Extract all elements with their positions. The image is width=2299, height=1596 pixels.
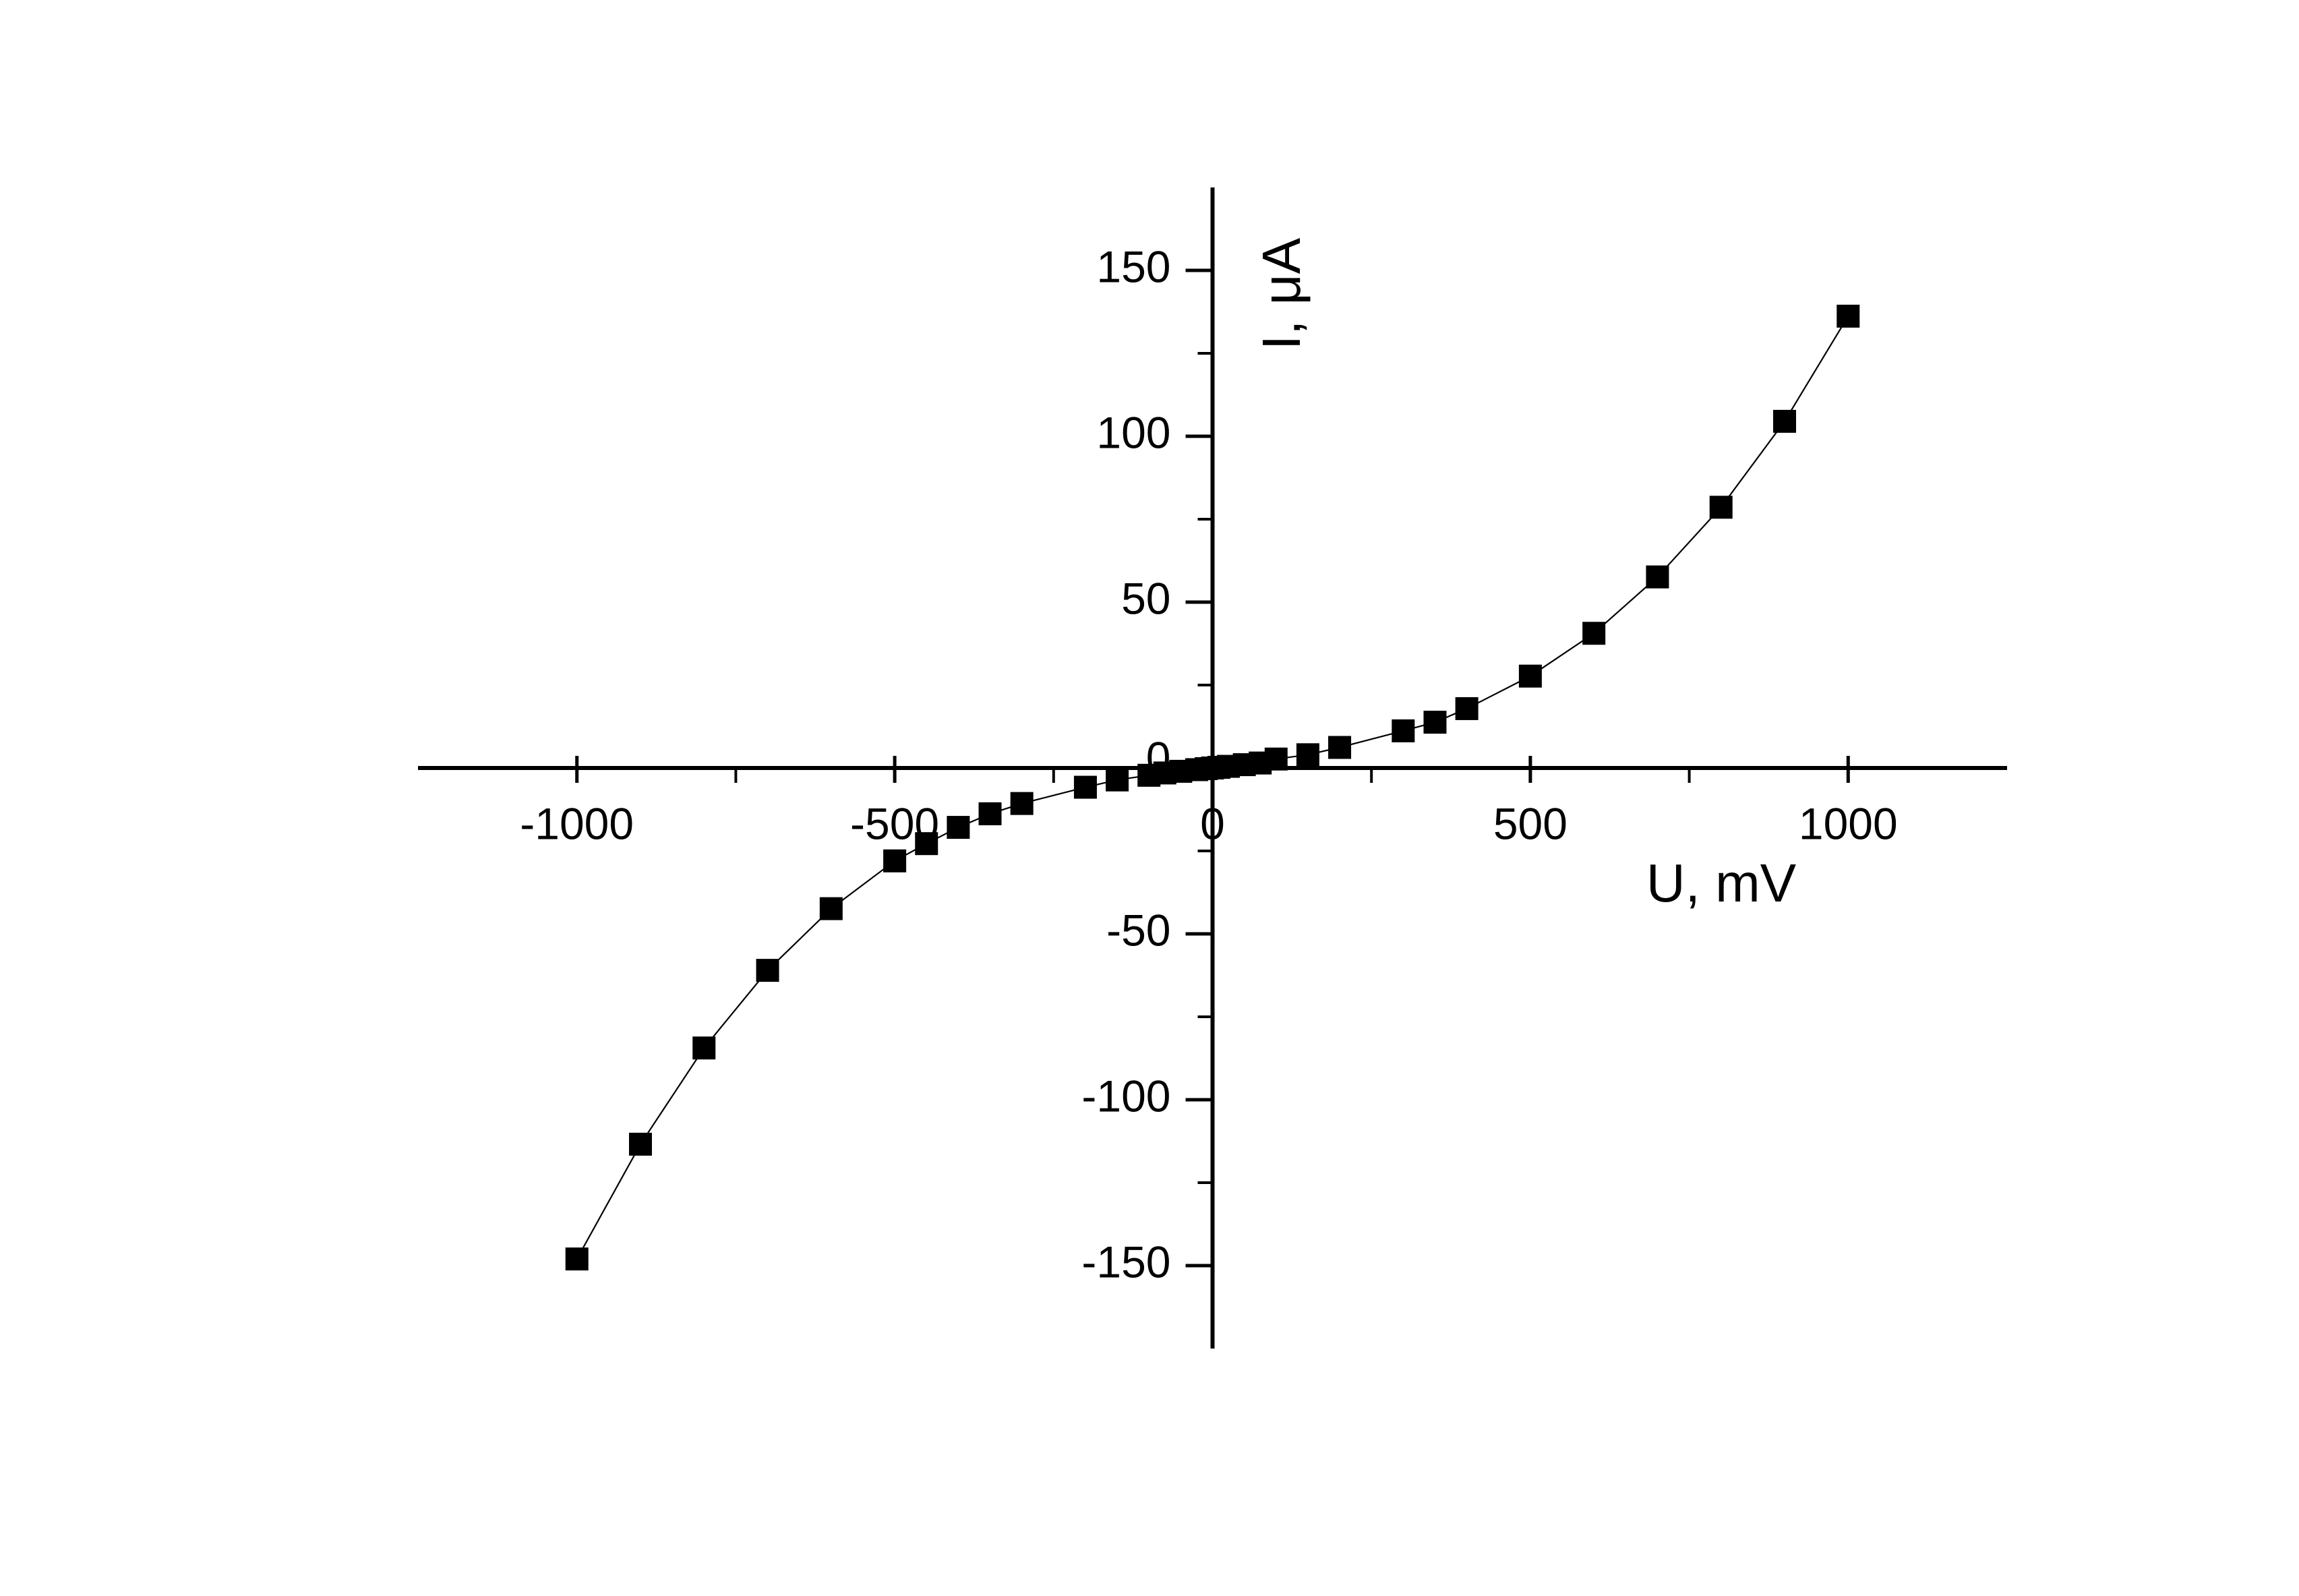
data-point xyxy=(1646,565,1669,589)
y-tick-label: -150 xyxy=(1081,1237,1170,1287)
y-tick-label: 100 xyxy=(1096,407,1170,457)
data-point xyxy=(915,832,938,856)
data-point xyxy=(1106,768,1129,792)
x-tick-label: -1000 xyxy=(520,798,634,848)
y-tick-label: 150 xyxy=(1096,241,1170,291)
data-point xyxy=(692,1036,716,1060)
y-tick-label: -100 xyxy=(1081,1071,1170,1121)
data-point xyxy=(1392,719,1415,742)
data-point xyxy=(1773,409,1797,433)
y-tick-label: 50 xyxy=(1121,573,1170,623)
x-tick-label: 0 xyxy=(1200,798,1225,848)
x-tick-label: 500 xyxy=(1493,798,1568,848)
data-point xyxy=(1010,792,1034,815)
data-point xyxy=(1837,304,1860,328)
data-point xyxy=(1328,736,1352,759)
y-axis-title: I, μA xyxy=(1251,237,1311,350)
data-point xyxy=(978,802,1002,825)
y-tick-label: -50 xyxy=(1106,905,1170,955)
data-point xyxy=(1455,697,1479,720)
x-axis-title: U, mV xyxy=(1646,853,1797,913)
data-point xyxy=(1073,775,1097,799)
data-point xyxy=(1264,747,1288,771)
data-point xyxy=(947,816,970,839)
data-point xyxy=(883,849,907,873)
data-point xyxy=(628,1132,652,1156)
data-point xyxy=(819,897,843,920)
data-point xyxy=(1423,711,1447,734)
x-tick-label: 1000 xyxy=(1799,798,1898,848)
data-point xyxy=(756,959,779,982)
data-point xyxy=(565,1247,589,1271)
data-point xyxy=(1518,664,1542,688)
data-point xyxy=(1582,622,1606,645)
data-point xyxy=(1296,743,1319,767)
data-point xyxy=(1709,496,1733,519)
